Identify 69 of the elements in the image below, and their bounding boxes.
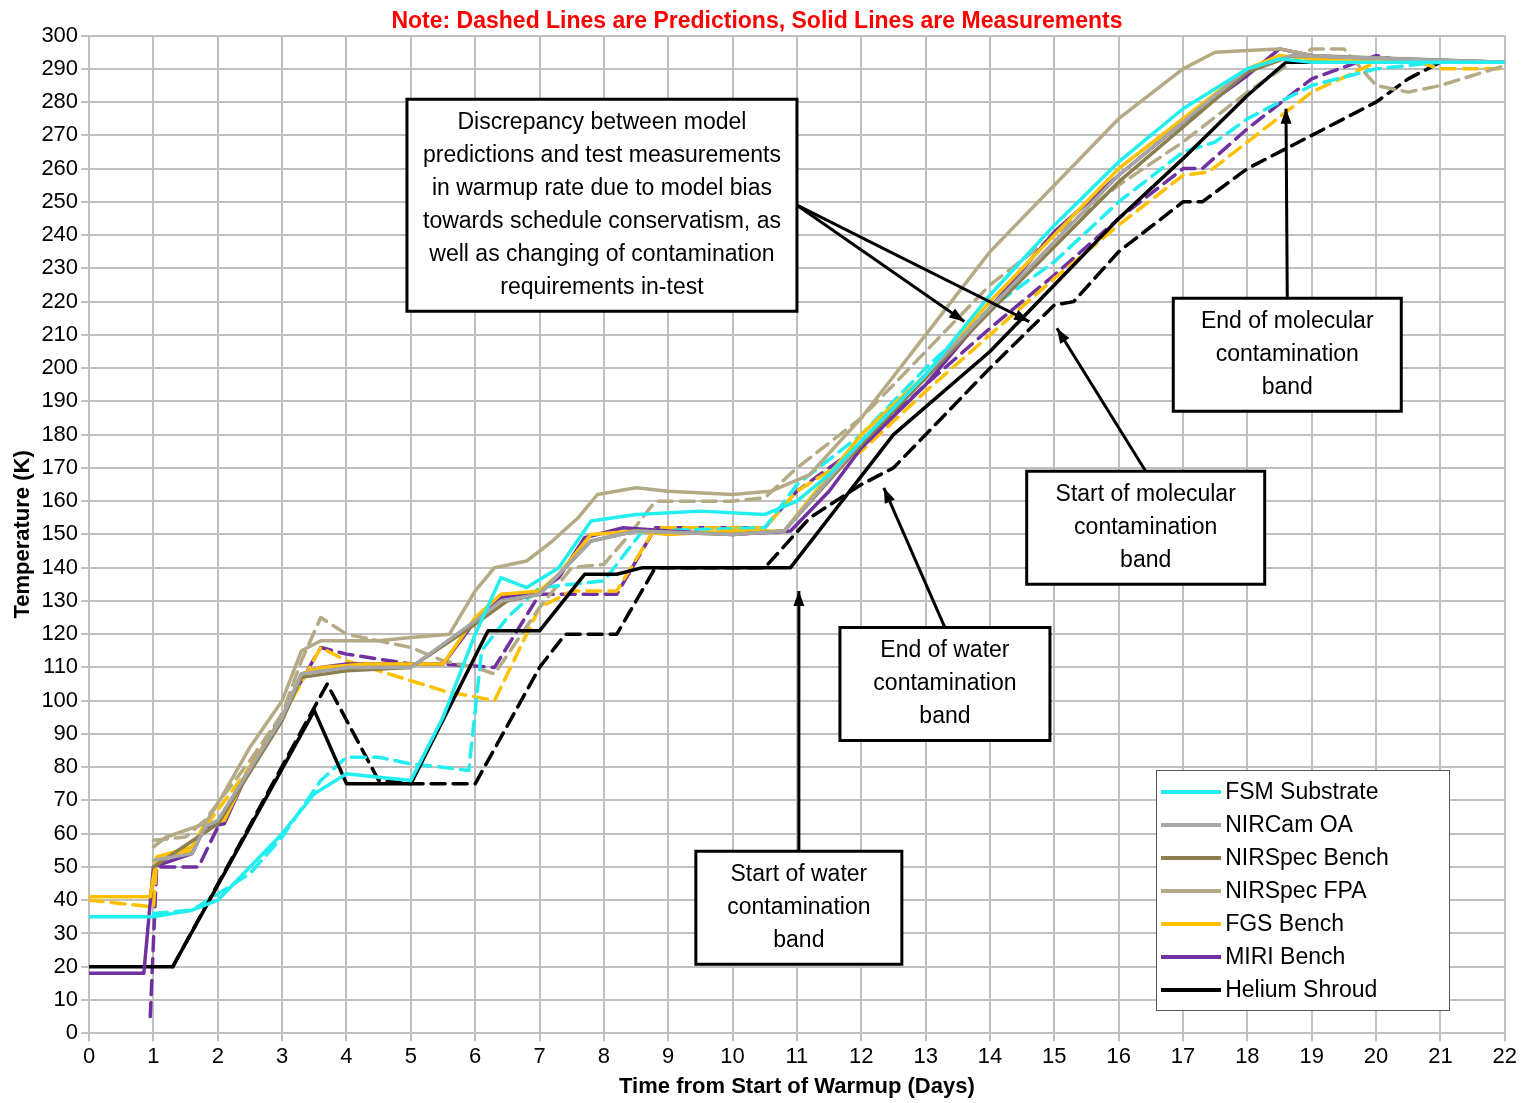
x-tick-label: 16 — [1106, 1043, 1131, 1069]
x-axis-title: Time from Start of Warmup (Days) — [619, 1072, 975, 1098]
y-tick-label: 110 — [43, 653, 79, 679]
y-tick-label: 160 — [41, 487, 79, 513]
y-tick-label: 230 — [41, 254, 79, 280]
y-tick-label: 50 — [53, 853, 79, 878]
y-tick-label: 190 — [41, 387, 79, 413]
annotation: Start of water contamination band — [727, 860, 871, 953]
x-tick-label: 4 — [340, 1043, 353, 1069]
y-tick-label: 80 — [53, 753, 79, 779]
y-tick-label: 70 — [53, 786, 79, 812]
x-tick-label: 14 — [977, 1043, 1003, 1069]
x-tick-label: 9 — [662, 1043, 675, 1069]
y-tick-label: 170 — [41, 453, 79, 479]
legend-label: Helium Shroud — [1225, 976, 1378, 1003]
chart-title: Note: Dashed Lines are Predictions, Solid Lines are Measurements — [391, 7, 1123, 34]
y-tick-label: 10 — [53, 986, 79, 1012]
y-axis-title: Temperature (K) — [9, 450, 35, 619]
y-tick-label: 130 — [41, 586, 79, 612]
y-tick-label: 220 — [41, 287, 79, 313]
x-tick-label: 2 — [211, 1043, 224, 1069]
x-tick-label: 8 — [597, 1043, 611, 1069]
annotation: Discrepancy between model predictions and test measurements in warmup rate due to model bias towards schedule conservatism, as well as changing of contamination requirements in-test — [422, 108, 781, 300]
y-tick-label: 300 — [41, 21, 79, 47]
annotation: End of water contamination band — [873, 636, 1017, 729]
x-tick-label: 11 — [785, 1043, 809, 1069]
y-tick-label: 290 — [41, 54, 79, 80]
x-tick-label: 0 — [82, 1043, 96, 1069]
y-tick-label: 60 — [53, 819, 79, 845]
y-tick-label: 280 — [41, 88, 79, 114]
x-tick-label: 3 — [276, 1043, 289, 1069]
y-tick-label: 90 — [53, 719, 79, 745]
y-tick-label: 180 — [41, 420, 79, 446]
x-tick-label: 15 — [1042, 1043, 1067, 1069]
y-tick-label: 40 — [53, 886, 79, 912]
y-tick-label: 140 — [41, 553, 79, 579]
x-tick-label: 1 — [147, 1043, 160, 1069]
legend-label: FGS Bench — [1225, 910, 1345, 937]
x-tick-label: 10 — [720, 1043, 745, 1069]
legend-label: MIRI Bench — [1225, 943, 1346, 970]
x-tick-label: 5 — [404, 1043, 417, 1069]
x-tick-label: 12 — [849, 1043, 874, 1069]
x-tick-label: 18 — [1235, 1043, 1260, 1069]
x-tick-label: 19 — [1299, 1043, 1324, 1069]
x-tick-label: 7 — [533, 1043, 546, 1069]
x-tick-label: 22 — [1492, 1043, 1518, 1069]
y-tick-label: 120 — [41, 620, 79, 646]
legend-label: NIRCam OA — [1225, 811, 1353, 838]
y-tick-label: 150 — [41, 520, 79, 546]
y-tick-label: 100 — [41, 686, 79, 712]
y-tick-label: 30 — [53, 919, 79, 945]
legend-label: NIRSpec FPA — [1225, 877, 1367, 904]
y-tick-label: 210 — [41, 320, 79, 346]
x-tick-label: 6 — [469, 1043, 482, 1069]
y-tick-label: 270 — [41, 121, 79, 147]
y-tick-label: 200 — [41, 354, 79, 380]
y-tick-label: 250 — [41, 187, 79, 213]
annotation: End of molecular contamination band — [1200, 307, 1374, 400]
y-tick-label: 240 — [41, 221, 79, 247]
legend-label: NIRSpec Bench — [1225, 844, 1389, 871]
x-tick-label: 13 — [913, 1043, 938, 1069]
annotation: Start of molecular contamination band — [1055, 480, 1237, 573]
x-tick-label: 20 — [1363, 1043, 1389, 1069]
legend-label: FSM Substrate — [1225, 778, 1379, 805]
y-tick-label: 260 — [41, 154, 79, 180]
x-tick-label: 21 — [1428, 1043, 1453, 1069]
y-tick-label: 0 — [65, 1019, 79, 1045]
y-tick-label: 20 — [53, 952, 79, 978]
x-tick-label: 17 — [1170, 1043, 1196, 1069]
